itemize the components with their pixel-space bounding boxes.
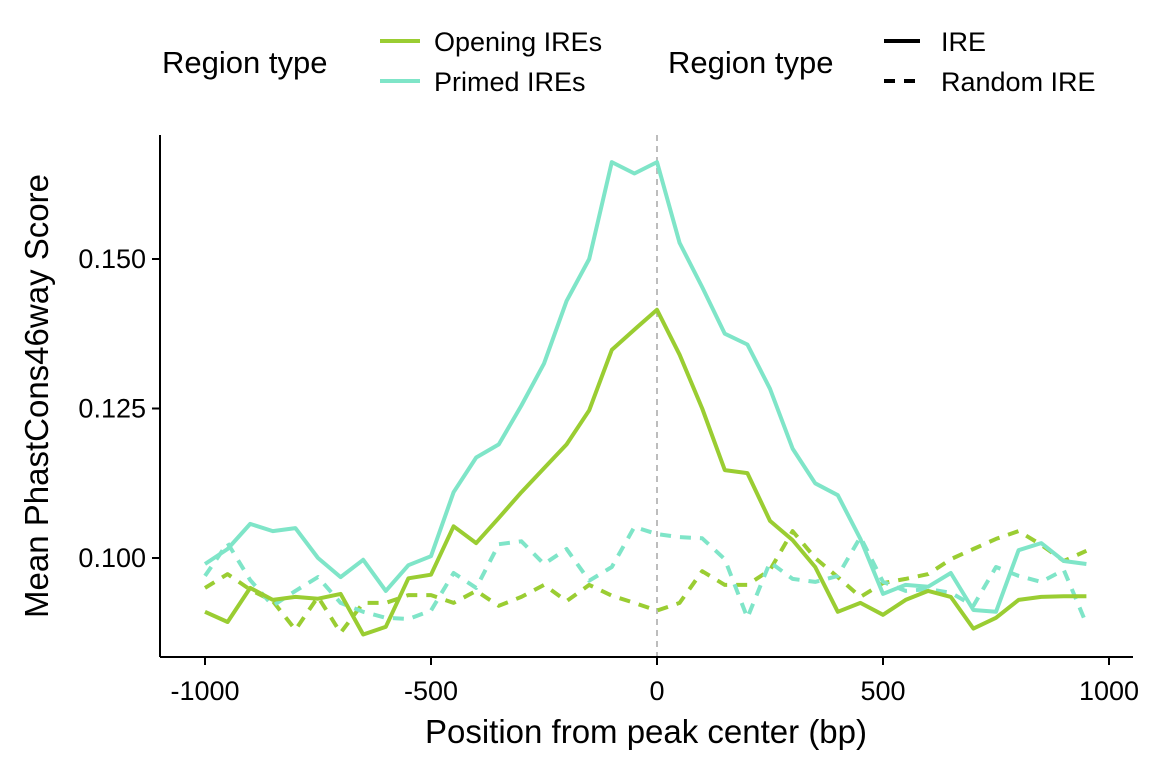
axes	[159, 135, 1133, 658]
series-line-opening-ires-random-ire	[203, 529, 1088, 635]
x-tick-label: -1000	[170, 676, 239, 706]
y-tick-label: 0.150	[78, 244, 146, 274]
x-tick-label: 500	[860, 676, 905, 706]
y-tick-label: 0.100	[78, 543, 146, 573]
y-axis-title: Mean PhastCons46way Score	[18, 174, 55, 618]
y-ticks: 0.100 0.125 0.150	[78, 244, 160, 573]
legend-label: Opening IREs	[434, 27, 602, 57]
legend-label: IRE	[941, 27, 986, 57]
x-tick-label: 0	[649, 676, 664, 706]
legend-title: Region type	[162, 45, 327, 80]
legend: Region type Opening IREs Primed IREs Region…	[162, 27, 1096, 97]
legend-title: Region type	[668, 45, 833, 80]
x-axis-title: Position from peak center (bp)	[425, 713, 867, 750]
x-tick-label: 1000	[1079, 676, 1139, 706]
x-ticks: -1000 -500 0 500 1000	[170, 657, 1139, 706]
series-layer	[203, 160, 1089, 637]
y-tick-label: 0.125	[78, 394, 146, 424]
series-line-opening-ires-ire	[204, 307, 1087, 637]
legend-label: Primed IREs	[434, 67, 586, 97]
series-line-primed-ires-random-ire	[203, 524, 1089, 625]
x-tick-label: -500	[404, 676, 458, 706]
series-line-primed-ires-ire	[203, 160, 1087, 614]
legend-label: Random IRE	[941, 67, 1096, 97]
